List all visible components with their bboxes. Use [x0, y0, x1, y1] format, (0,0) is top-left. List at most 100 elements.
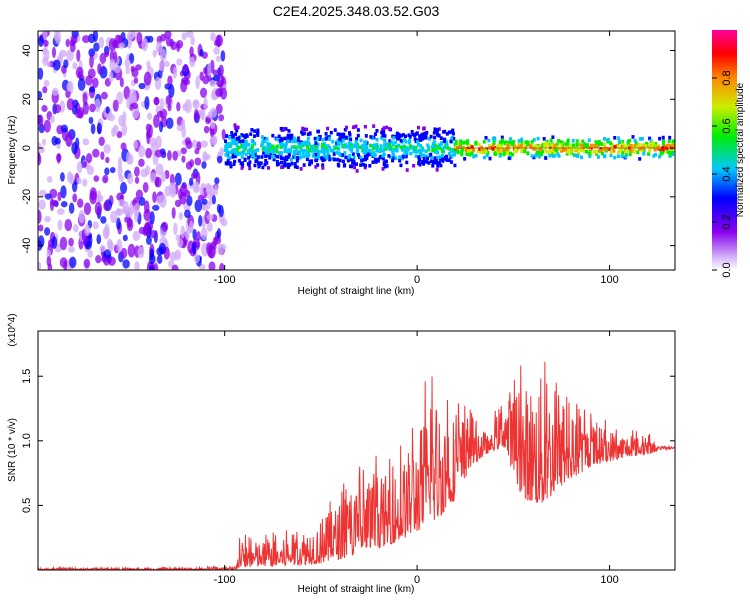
heatmap-cell [365, 153, 369, 158]
heatmap-cell [432, 140, 436, 144]
heatmap-cell [254, 155, 258, 159]
heatmap-cell [251, 153, 255, 158]
heatmap-cell [466, 141, 470, 146]
heatmap-cell [523, 149, 527, 154]
heatmap-cell [512, 139, 516, 144]
heatmap-cell [112, 99, 119, 112]
heatmap-cell [341, 138, 345, 143]
heatmap-cell [331, 139, 335, 144]
heatmap-cell [176, 42, 181, 53]
heatmap-cell [629, 148, 633, 153]
heatmap-cell [66, 171, 73, 183]
heatmap-cell [382, 132, 386, 137]
heatmap-cell [232, 148, 236, 152]
heatmap-cell [168, 259, 174, 268]
heatmap-cell [126, 96, 131, 109]
heatmap-cell [286, 136, 290, 140]
heatmap-cell [202, 203, 209, 212]
heatmap-cell [103, 144, 111, 154]
y-tick-label: 1.5 [21, 369, 33, 384]
heatmap-cell [46, 175, 53, 183]
heatmap-cell [131, 102, 139, 110]
heatmap-cell [658, 154, 662, 159]
heatmap-cell [451, 148, 455, 152]
heatmap-cell [658, 136, 662, 141]
heatmap-cell [268, 155, 272, 160]
heatmap-cell [671, 152, 675, 157]
heatmap-cell [193, 254, 201, 264]
heatmap-cell [532, 155, 536, 160]
heatmap-cell [122, 259, 130, 269]
heatmap-cell [158, 60, 165, 72]
heatmap-cell [182, 103, 189, 111]
heatmap-cell [437, 161, 441, 165]
heatmap-cell [636, 144, 640, 149]
heatmap-cell [154, 76, 162, 90]
heatmap-cell [348, 153, 352, 158]
heatmap-cell [199, 71, 204, 81]
heatmap-cell [642, 151, 646, 156]
heatmap-cell [280, 137, 284, 142]
heatmap-cell [505, 142, 509, 147]
heatmap-cell [299, 155, 303, 159]
heatmap-cell [368, 152, 372, 157]
heatmap-cell [186, 195, 193, 207]
heatmap-cell [283, 163, 287, 168]
heatmap-cell [395, 133, 399, 138]
heatmap-cell [121, 122, 128, 136]
heatmap-cell [565, 149, 569, 154]
heatmap-cell [235, 137, 239, 141]
heatmap-cell [369, 135, 373, 139]
heatmap-cell [75, 66, 84, 79]
heatmap-cell [70, 34, 78, 45]
heatmap-cell [388, 127, 392, 131]
heatmap-cell [39, 189, 47, 198]
heatmap-cell [401, 147, 405, 152]
heatmap-cell [414, 154, 418, 159]
heatmap-cell [418, 157, 422, 162]
heatmap-cell [417, 155, 421, 159]
heatmap-cell [108, 241, 114, 252]
heatmap-cell [532, 144, 536, 149]
heatmap-cell [667, 139, 671, 144]
snr-xlabel: Height of straight line (km) [298, 584, 415, 595]
heatmap-cell [421, 132, 425, 137]
heatmap-cell [211, 135, 218, 145]
heatmap-cell [419, 143, 423, 148]
heatmap-cell [148, 253, 156, 265]
y-tick-label: -20 [21, 189, 33, 205]
heatmap-cell [152, 204, 160, 211]
heatmap-cell [520, 149, 524, 153]
heatmap-cell [616, 136, 620, 140]
heatmap-cell [389, 147, 393, 152]
heatmap-cell [397, 132, 401, 137]
heatmap-cell [439, 163, 443, 168]
snr-line [38, 361, 675, 570]
heatmap-cell [320, 147, 324, 152]
heatmap-cell [435, 161, 439, 165]
heatmap-cell [295, 165, 299, 170]
heatmap-cell [160, 171, 167, 183]
heatmap-cell [237, 145, 241, 150]
heatmap-cell [412, 163, 416, 168]
heatmap-cell [372, 151, 376, 155]
heatmap-cell [302, 154, 306, 159]
heatmap-cell [228, 156, 232, 160]
heatmap-cell [484, 135, 488, 140]
heatmap-cell [381, 167, 385, 171]
heatmap-cell [488, 156, 492, 161]
heatmap-cell [656, 145, 660, 150]
heatmap-cell [172, 66, 178, 79]
heatmap-cell [666, 150, 670, 155]
heatmap-cell [256, 128, 260, 133]
heatmap-cell [251, 149, 255, 154]
heatmap-cell [72, 224, 79, 233]
heatmap-cell [571, 143, 575, 148]
heatmap-cell [207, 62, 212, 77]
heatmap-cell [541, 143, 545, 148]
heatmap-cell [165, 94, 172, 106]
heatmap-cell [445, 140, 449, 145]
heatmap-cell [281, 126, 285, 131]
heatmap-cell [104, 223, 110, 238]
heatmap-cell [460, 148, 464, 152]
